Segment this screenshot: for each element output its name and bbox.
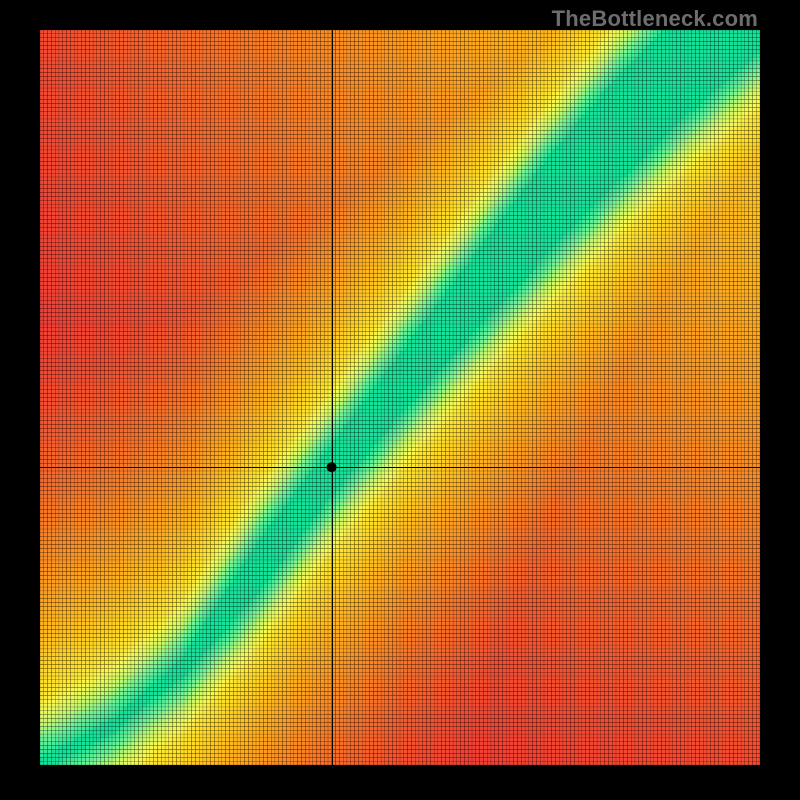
crosshair-canvas [0, 0, 800, 800]
watermark-text: TheBottleneck.com [552, 6, 758, 32]
chart-root: TheBottleneck.com [0, 0, 800, 800]
